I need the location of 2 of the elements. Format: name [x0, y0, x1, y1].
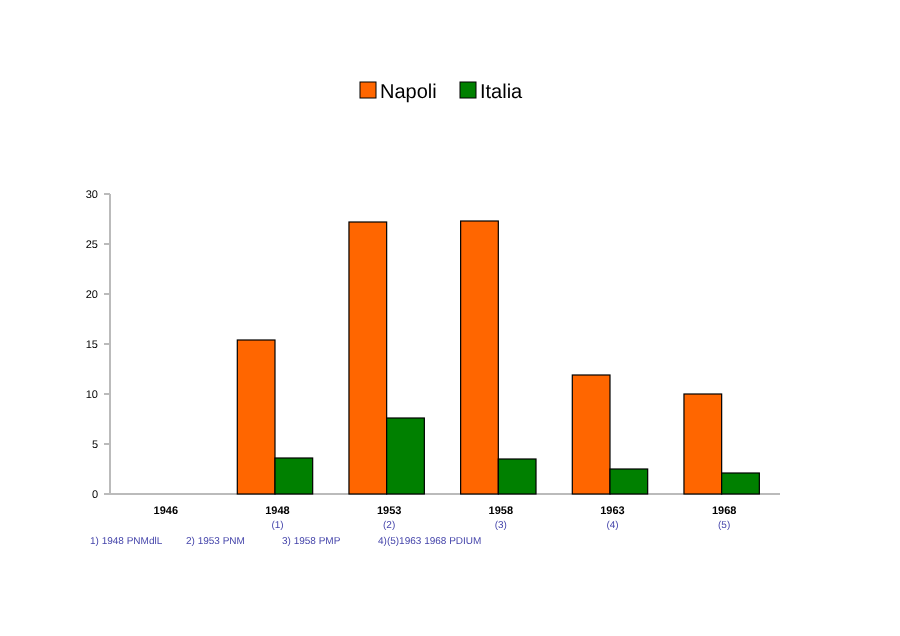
- legend-label: Napoli: [380, 82, 437, 104]
- legend-label: Italia: [480, 82, 524, 104]
